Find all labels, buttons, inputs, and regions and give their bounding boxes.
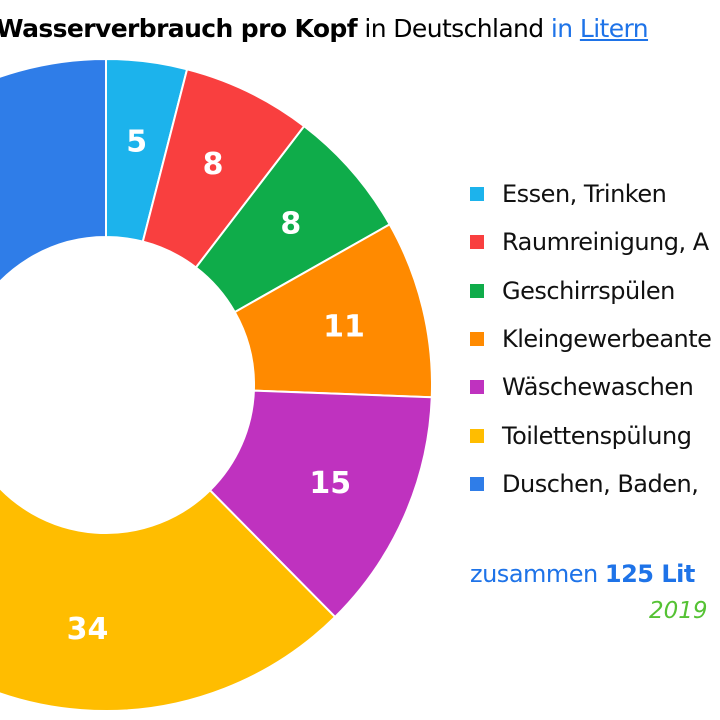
donut-slice xyxy=(208,389,433,619)
title-unit: in Litern xyxy=(550,14,649,43)
legend-label: Essen, Trinken xyxy=(502,180,667,209)
chart-title: Wasserverbrauch pro Kopf in Deutschland … xyxy=(0,14,649,43)
slice-value-label: 15 xyxy=(309,466,351,501)
legend-swatch xyxy=(470,187,484,202)
legend-label: Toilettenspülung xyxy=(502,421,692,450)
legend-item: Duschen, Baden, xyxy=(470,460,711,508)
total-line: zusammen 125 Lit xyxy=(470,560,695,588)
slice-value-label: 8 xyxy=(280,207,301,242)
year-label: 2019 xyxy=(649,598,708,624)
slice-value-label: 5 xyxy=(126,124,147,159)
legend-label: Kleingewerbeante xyxy=(502,325,712,354)
legend-item: Kleingewerbeante xyxy=(470,315,712,363)
title-unit-prefix: in xyxy=(550,14,573,43)
slice-value-label: 11 xyxy=(323,310,365,345)
slice-value-label: 8 xyxy=(203,147,224,182)
legend-swatch xyxy=(470,476,484,491)
legend-label: Raumreinigung, A xyxy=(502,228,709,257)
legend-swatch xyxy=(470,428,484,443)
legend-item: Toilettenspülung xyxy=(470,411,711,459)
total-prefix: zusammen xyxy=(470,560,598,588)
title-bold: Wasserverbrauch pro Kopf xyxy=(0,14,358,43)
title-middle: in Deutschland xyxy=(364,14,544,43)
donut-slices xyxy=(0,57,433,712)
donut-value-labels: 5 8 8 11 15 34 xyxy=(67,124,365,646)
chart-legend: Essen, Trinken Raumreinigung, A Geschirrsp… xyxy=(470,170,712,508)
legend-label: Wäschewaschen xyxy=(502,373,694,402)
legend-label: Duschen, Baden, xyxy=(502,469,699,498)
legend-label: Geschirrspülen xyxy=(502,276,675,305)
slice-value-label: 34 xyxy=(67,612,109,647)
title-unit-word: Litern xyxy=(579,14,649,43)
legend-swatch xyxy=(470,332,484,347)
donut-slice xyxy=(0,57,107,284)
legend-swatch xyxy=(470,283,484,298)
legend-item: Geschirrspülen xyxy=(470,267,711,315)
legend-item: Essen, Trinken xyxy=(470,170,711,218)
total-value: 125 Lit xyxy=(604,560,695,588)
donut-slice xyxy=(0,486,337,712)
legend-swatch xyxy=(470,380,484,395)
legend-swatch xyxy=(470,235,484,250)
legend-item: Wäschewaschen xyxy=(470,363,711,411)
legend-item: Raumreinigung, A xyxy=(470,218,711,266)
